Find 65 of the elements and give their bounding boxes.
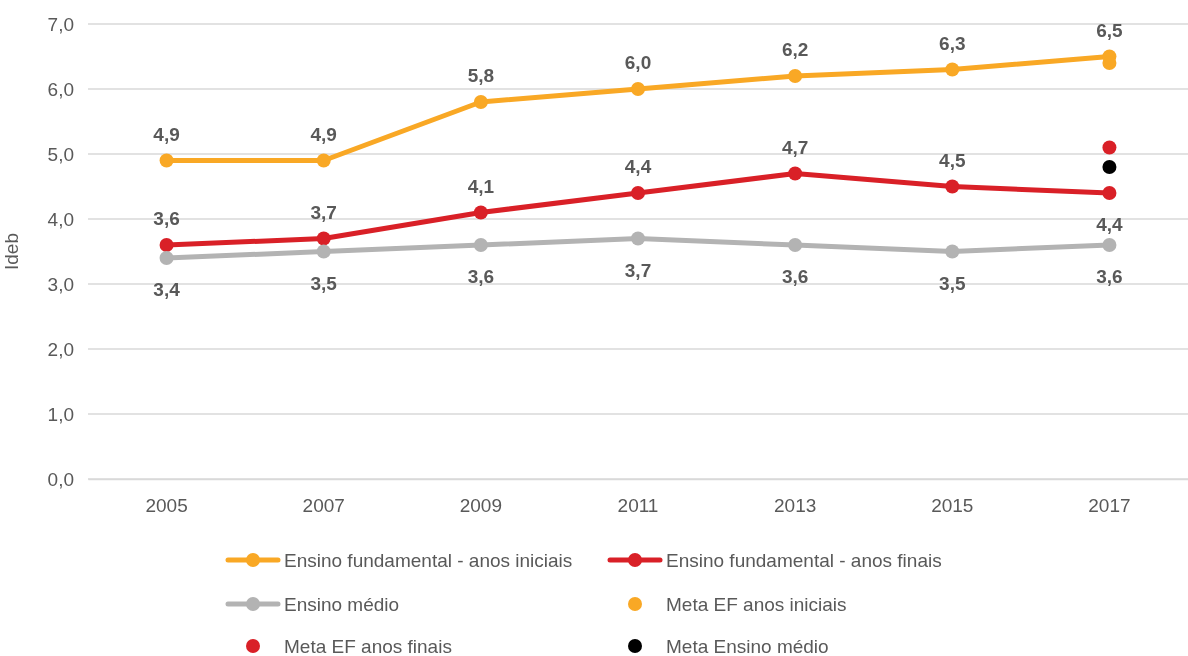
y-tick-label: 5,0 — [47, 143, 74, 165]
data-label: 6,0 — [624, 52, 652, 73]
data-label: 4,7 — [781, 136, 809, 158]
data-label: 3,5 — [939, 272, 966, 294]
point — [159, 238, 174, 252]
point — [473, 95, 488, 109]
point — [945, 62, 960, 77]
point — [631, 231, 645, 246]
data-label: 3,6 — [1096, 266, 1123, 287]
data-label: 3,5 — [310, 272, 338, 294]
y-tick-label: 1,0 — [47, 403, 74, 425]
y-tick-label: 0,0 — [47, 468, 74, 490]
data-label: 3,7 — [310, 201, 337, 223]
point — [945, 244, 960, 259]
data-label: 5,8 — [467, 65, 495, 86]
data-label: 4,1 — [467, 175, 495, 197]
point — [1102, 238, 1117, 252]
point — [159, 153, 174, 168]
point — [316, 231, 331, 246]
x-tick-label: 2011 — [617, 495, 659, 517]
data-label: 3,4 — [153, 279, 181, 300]
y-tick-label: 6,0 — [47, 78, 74, 100]
x-tick-label: 2015 — [931, 495, 974, 517]
data-label: 4,4 — [1096, 214, 1124, 235]
legend-label: Ensino fundamental - anos iniciais — [284, 550, 573, 571]
point — [159, 251, 174, 265]
x-tick-label: 2009 — [459, 495, 502, 517]
point — [316, 153, 331, 168]
data-label: 3,6 — [153, 208, 180, 229]
data-label: 3,7 — [624, 259, 652, 281]
point — [788, 238, 803, 252]
point — [788, 166, 803, 181]
x-tick-label: 2017 — [1088, 495, 1131, 517]
legend-label: Ensino fundamental - anos finais — [666, 550, 942, 571]
data-label: 6,5 — [1096, 19, 1124, 41]
legend-label: Meta EF anos finais — [284, 636, 452, 656]
data-label: 6,3 — [939, 32, 966, 54]
point — [788, 69, 803, 83]
point — [316, 244, 331, 259]
point — [473, 238, 488, 252]
point — [473, 205, 488, 220]
x-tick-label: 2005 — [145, 495, 188, 517]
point — [631, 186, 645, 200]
y-tick-label: 7,0 — [47, 13, 74, 35]
data-label: 4,9 — [153, 123, 180, 145]
data-label: 6,2 — [781, 39, 809, 60]
point — [631, 82, 645, 96]
data-label: 4,9 — [310, 123, 337, 145]
y-axis-title: Ideb — [1, 233, 22, 270]
data-label: 3,6 — [781, 266, 809, 287]
data-label: 3,6 — [467, 266, 495, 287]
y-tick-label: 3,0 — [47, 273, 74, 295]
y-tick-label: 2,0 — [47, 338, 74, 360]
legend-label: Ensino médio — [284, 594, 400, 615]
y-tick-label: 4,0 — [47, 208, 74, 230]
point — [1102, 186, 1117, 200]
data-label: 4,5 — [939, 149, 966, 171]
x-tick-label: 2013 — [774, 495, 817, 517]
legend-label: Meta Ensino médio — [666, 636, 829, 656]
legend-label: Meta EF anos iniciais — [666, 594, 847, 615]
x-tick-label: 2007 — [302, 495, 345, 517]
point — [945, 179, 960, 194]
point — [1102, 140, 1117, 155]
data-label: 4,4 — [624, 156, 652, 177]
point — [1102, 160, 1117, 174]
